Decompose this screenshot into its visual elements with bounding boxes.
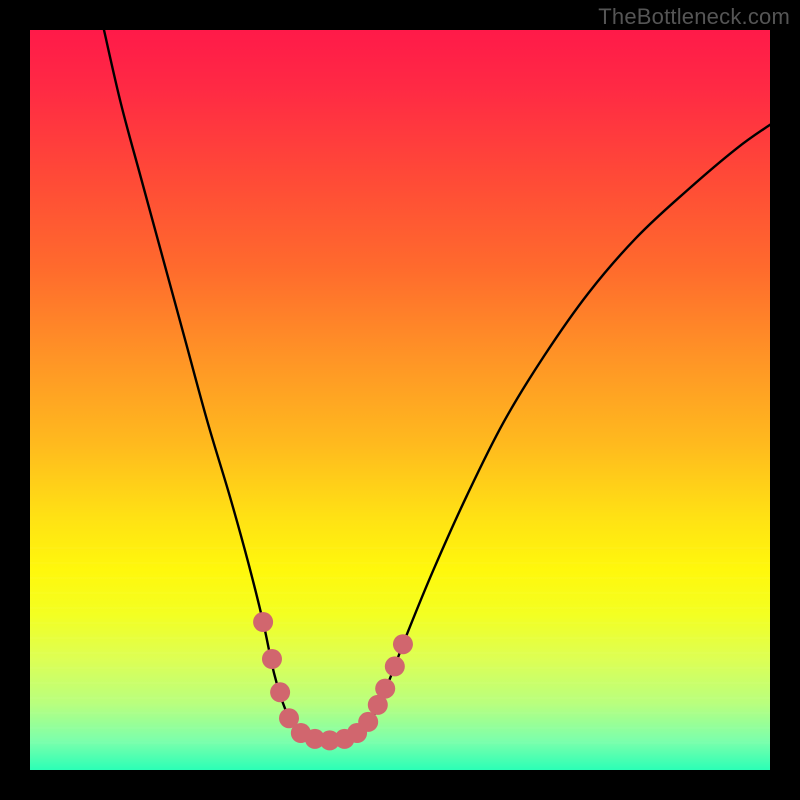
marker-dot bbox=[253, 612, 273, 632]
marker-dot bbox=[375, 679, 395, 699]
marker-dot bbox=[385, 656, 405, 676]
watermark-text: TheBottleneck.com bbox=[598, 4, 790, 30]
marker-dot bbox=[358, 712, 378, 732]
chart-container: TheBottleneck.com bbox=[0, 0, 800, 800]
marker-dot bbox=[270, 682, 290, 702]
marker-dot bbox=[393, 634, 413, 654]
marker-dot bbox=[262, 649, 282, 669]
bottleneck-chart bbox=[0, 0, 800, 800]
